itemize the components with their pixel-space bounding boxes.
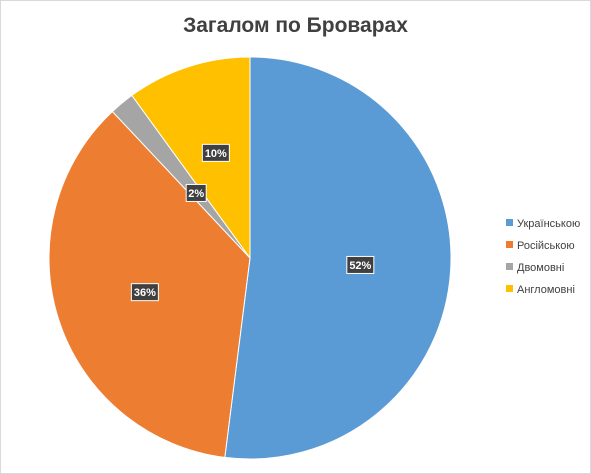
data-label-box [201, 143, 230, 162]
legend-label: Англомовні [517, 284, 575, 296]
legend-swatch [506, 263, 513, 270]
data-label-російською: 36% [130, 283, 159, 302]
data-label-text: 36% [134, 287, 156, 299]
legend: Українською Російською Двомовні Англомовні [506, 217, 580, 305]
legend-label: Російською [517, 240, 575, 252]
data-label-box [130, 283, 159, 302]
data-label-text: 2% [188, 188, 204, 200]
data-label-text: 10% [205, 148, 227, 160]
legend-label: Двомовні [517, 262, 565, 274]
legend-swatch [506, 241, 513, 248]
legend-swatch [506, 285, 513, 292]
legend-item-українською: Українською [506, 217, 580, 239]
data-label-text: 52% [349, 260, 371, 272]
legend-swatch [506, 219, 513, 226]
data-label-українською: 52% [346, 255, 375, 274]
data-label-англомовні: 10% [201, 143, 230, 162]
data-label-box [346, 255, 375, 274]
chart-title: Загалом по Броварах [183, 14, 408, 37]
pie-slice-українською [224, 56, 452, 460]
legend-item-двомовні: Двомовні [506, 261, 580, 283]
legend-item-російською: Російською [506, 239, 580, 261]
legend-label: Українською [517, 218, 581, 230]
data-label-двомовні: 2% [185, 183, 207, 202]
data-label-box [185, 183, 207, 202]
legend-item-англомовні: Англомовні [506, 283, 580, 305]
pie-slice-англомовні [131, 56, 251, 260]
